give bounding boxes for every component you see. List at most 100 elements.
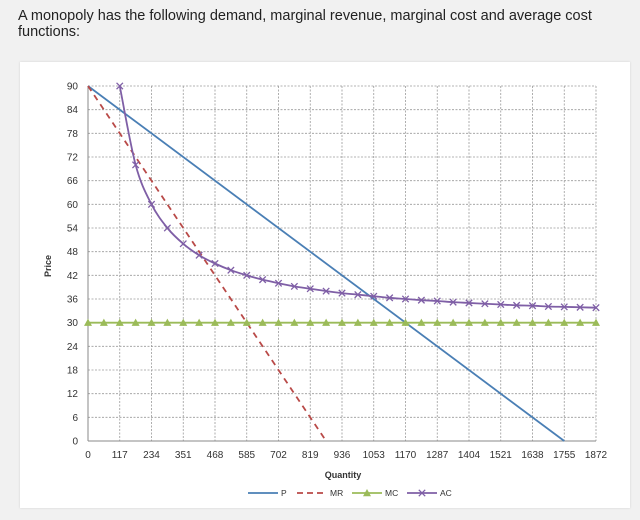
series-mc-point: [147, 318, 156, 326]
series-mc-point: [84, 318, 92, 326]
series-ac-point: [497, 300, 505, 309]
series-mc-point: [306, 318, 315, 326]
y-tick-label: 18: [67, 366, 79, 377]
series-ac-point: [481, 300, 489, 308]
series-mc-point: [115, 318, 124, 326]
series-ac-point: [116, 82, 124, 90]
question-text: A monopoly has the following demand, mar…: [18, 8, 592, 40]
series-ac-point: [417, 296, 426, 304]
x-tick-label: 0: [85, 450, 91, 461]
y-tick-label: 66: [67, 176, 79, 187]
series-ac-point: [243, 271, 251, 279]
x-tick-label: 702: [270, 450, 287, 461]
x-tick-label: 1053: [363, 450, 386, 461]
tick-labels: 0 6 12 18 24 30 36 42 48 54 60 66 72 78 84 90 0 117 234 351…: [67, 82, 608, 462]
series-mc-point: [338, 318, 346, 326]
series-mr: [87, 85, 327, 442]
y-tick-label: 36: [67, 295, 79, 306]
series-mc-point: [226, 318, 235, 326]
chart-card: 0 6 12 18 24 30 36 42 48 54 60 66 72 78 84 90 0 117 234 351…: [20, 62, 630, 508]
y-tick-label: 24: [67, 342, 79, 353]
x-tick-label: 1521: [490, 450, 513, 461]
legend-item-mc: MC: [352, 488, 398, 498]
y-tick-label: 48: [67, 247, 79, 258]
series-ac-point: [354, 291, 362, 299]
series-ac-point: [592, 304, 600, 312]
series-mc-point: [353, 318, 362, 326]
x-tick-label: 1404: [458, 450, 481, 461]
x-tick-label: 1170: [395, 450, 417, 461]
series-ac-point: [131, 161, 140, 169]
series-ac-point: [576, 303, 584, 311]
series-ac-point: [560, 303, 568, 311]
x-tick-label: 1755: [553, 450, 576, 461]
series-mc-point: [195, 318, 204, 326]
series-mc-point: [560, 318, 569, 326]
y-tick-label: 54: [67, 224, 79, 235]
axes: [87, 86, 596, 442]
series-mc-point: [512, 318, 521, 326]
gridlines: [88, 85, 597, 441]
series-ac-point: [528, 302, 537, 310]
series-mc-point: [592, 318, 600, 326]
series-ac-point: [370, 292, 378, 300]
series-ac-point: [195, 251, 203, 259]
series-ac-point: [449, 298, 457, 306]
x-tick-label: 1287: [426, 450, 449, 461]
series-mc-point: [465, 318, 473, 326]
monopoly-chart: 0 6 12 18 24 30 36 42 48 54 60 66 72 78 84 90 0 117 234 351…: [43, 82, 608, 499]
series-mc-point: [433, 318, 442, 326]
series-ac-point: [512, 301, 521, 309]
series-mc-point: [576, 318, 585, 326]
legend-label-ac: AC: [440, 488, 452, 498]
series-mc-point: [449, 318, 458, 326]
series-mc-point: [528, 318, 537, 326]
legend-label-p: P: [281, 488, 287, 498]
series-mc-point: [480, 318, 489, 326]
x-axis-label: Quantity: [325, 470, 362, 480]
series-mc-point: [163, 318, 172, 326]
y-tick-label: 84: [67, 105, 79, 116]
legend-item-ac: AC: [407, 488, 452, 498]
series-ac-line: [118, 85, 597, 309]
series-mc-point: [544, 318, 553, 326]
series-mc-point: [242, 318, 251, 326]
series-ac-point: [544, 302, 553, 311]
series-ac-point: [322, 287, 330, 295]
series-mc-point: [401, 318, 410, 326]
series-ac-point: [227, 266, 235, 274]
series-mc-point: [131, 318, 140, 326]
series-ac-point: [385, 294, 394, 302]
series-mc-point: [417, 318, 426, 326]
series-mc: [84, 318, 600, 326]
x-tick-label: 117: [112, 450, 128, 461]
y-tick-label: 6: [72, 413, 78, 424]
legend: P MR MC AC: [248, 488, 452, 498]
y-tick-label: 42: [67, 271, 79, 282]
legend-marker-mc: [363, 489, 371, 497]
x-tick-label: 585: [238, 450, 255, 461]
x-tick-label: 819: [302, 450, 319, 461]
series-ac-point: [401, 295, 410, 303]
legend-label-mr: MR: [330, 488, 343, 498]
series-ac-point: [306, 285, 314, 293]
legend-item-p: P: [248, 488, 287, 498]
series-mr-line: [87, 85, 327, 442]
series-ac-point: [147, 200, 156, 208]
series-mc-point: [179, 318, 188, 326]
y-tick-label: 78: [67, 129, 79, 140]
series-mc-point: [99, 318, 108, 326]
legend-item-mr: MR: [297, 488, 343, 498]
y-tick-label: 0: [72, 437, 78, 448]
series-ac-point: [290, 282, 299, 291]
series: [84, 82, 600, 442]
series-ac-point: [433, 297, 441, 305]
series-ac-point: [179, 240, 187, 248]
series-ac-point: [465, 299, 473, 307]
series-ac-point: [211, 259, 219, 268]
series-mc-point: [274, 318, 283, 326]
series-mc-point: [385, 318, 394, 326]
y-axis-label: Price: [43, 255, 53, 277]
series-ac-point: [163, 224, 172, 232]
